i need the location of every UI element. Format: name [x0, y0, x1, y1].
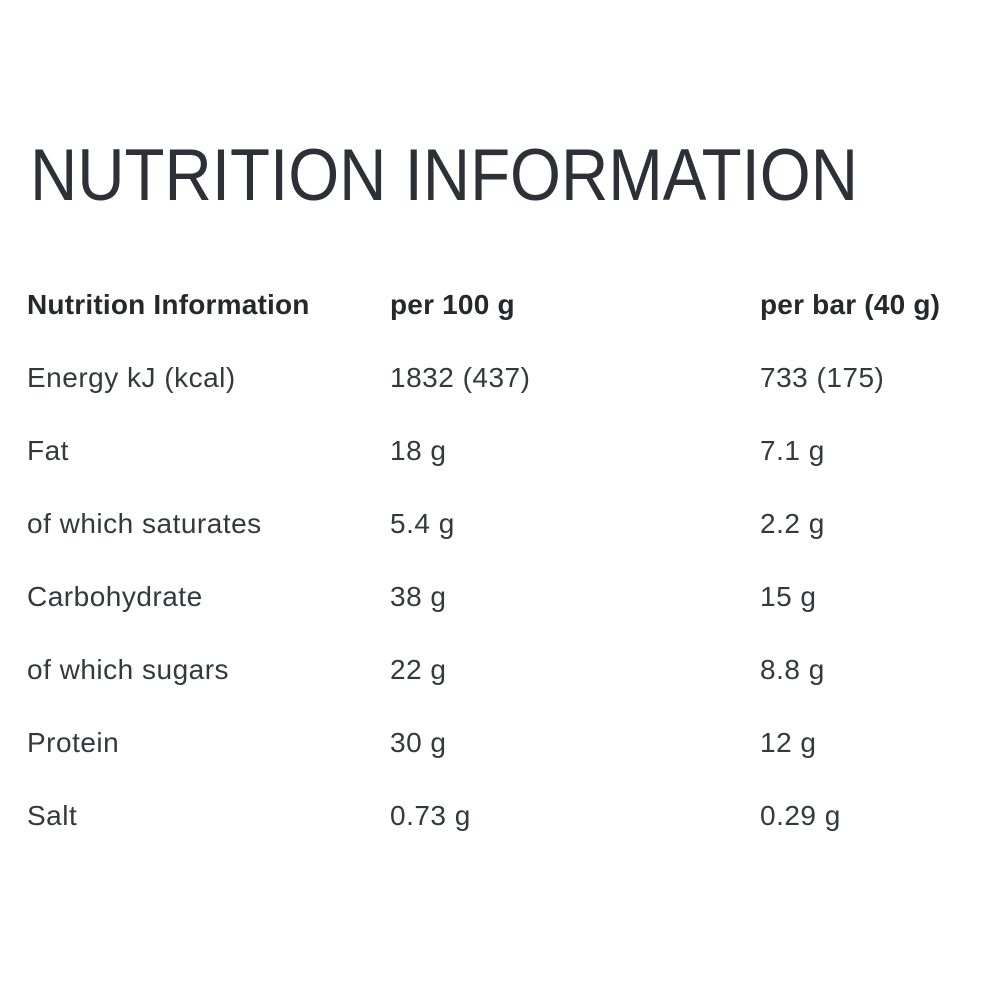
column-header-nutrient: Nutrition Information	[27, 289, 310, 320]
row-value-sugars-per-bar: 8.8 g	[760, 654, 825, 685]
row-value-energy-per-bar: 733 (175)	[760, 362, 885, 393]
row-value-saturates-per-100g: 5.4 g	[390, 508, 455, 539]
row-value-energy-per-100g: 1832 (437)	[390, 362, 531, 393]
row-label-fat: Fat	[27, 435, 69, 466]
row-value-carbohydrate-per-100g: 38 g	[390, 581, 447, 612]
row-label-saturates: of which saturates	[27, 508, 262, 539]
row-value-saturates-per-bar: 2.2 g	[760, 508, 825, 539]
row-value-carbohydrate-per-bar: 15 g	[760, 581, 817, 612]
column-header-per-bar: per bar (40 g)	[760, 289, 941, 320]
row-value-salt-per-bar: 0.29 g	[760, 800, 841, 831]
row-value-protein-per-100g: 30 g	[390, 727, 447, 758]
column-header-per-100g: per 100 g	[390, 289, 515, 320]
nutrition-table: Nutrition Information per 100 g per bar …	[27, 290, 972, 831]
page-title-text: NUTRITION INFORMATION	[30, 142, 858, 216]
row-label-carbohydrate: Carbohydrate	[27, 581, 203, 612]
row-label-salt: Salt	[27, 800, 78, 831]
row-label-sugars: of which sugars	[27, 654, 230, 685]
row-label-energy: Energy kJ (kcal)	[27, 362, 236, 393]
page-title-svg: NUTRITION INFORMATION	[30, 135, 858, 216]
row-value-fat-per-bar: 7.1 g	[760, 435, 825, 466]
row-value-salt-per-100g: 0.73 g	[390, 800, 471, 831]
row-value-fat-per-100g: 18 g	[390, 435, 447, 466]
row-value-sugars-per-100g: 22 g	[390, 654, 447, 685]
row-label-protein: Protein	[27, 727, 120, 758]
page-title: NUTRITION INFORMATION	[30, 135, 930, 217]
row-value-protein-per-bar: 12 g	[760, 727, 817, 758]
